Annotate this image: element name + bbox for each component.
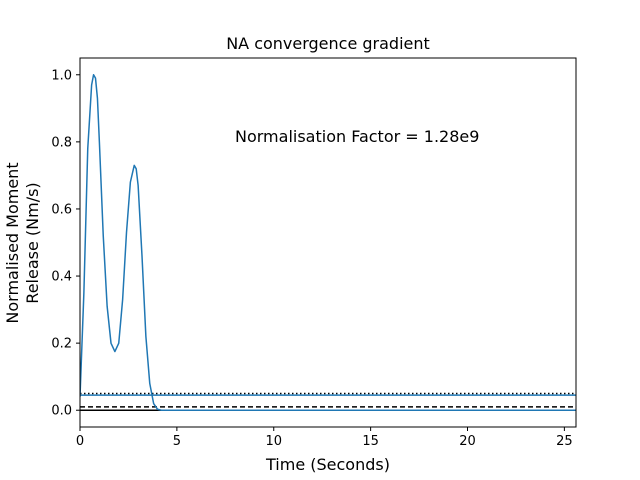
series-line-1 — [80, 74, 576, 411]
x-tick-label: 10 — [265, 434, 282, 449]
plot-content — [80, 74, 576, 411]
y-tick-label: 0.2 — [51, 337, 72, 352]
x-axis-label: Time (Seconds) — [265, 455, 390, 474]
x-tick-label: 20 — [459, 434, 476, 449]
x-tick-label: 5 — [173, 434, 181, 449]
axis-ticks: 0 5 10 15 20 25 0.0 0.2 0.4 0.6 0.8 1.0 — [51, 68, 572, 449]
plot-area — [79, 57, 577, 428]
y-tick-label: 0.4 — [51, 270, 72, 285]
y-tick-label: 0.8 — [51, 135, 72, 150]
y-axis-label-line-1: Normalised Moment — [3, 162, 22, 323]
chart-title: NA convergence gradient — [226, 34, 430, 53]
x-tick-label: 25 — [556, 434, 573, 449]
x-tick-label: 15 — [362, 434, 379, 449]
plot-frame — [79, 57, 577, 428]
chart-annotation: Normalisation Factor = 1.28e9 — [235, 127, 479, 146]
x-tick-label: 0 — [76, 434, 84, 449]
y-tick-label: 0.6 — [51, 202, 72, 217]
y-tick-label: 1.0 — [51, 68, 72, 83]
y-axis-label-line-2: Release (Nm/s) — [23, 182, 42, 303]
y-tick-label: 0.0 — [51, 404, 72, 419]
